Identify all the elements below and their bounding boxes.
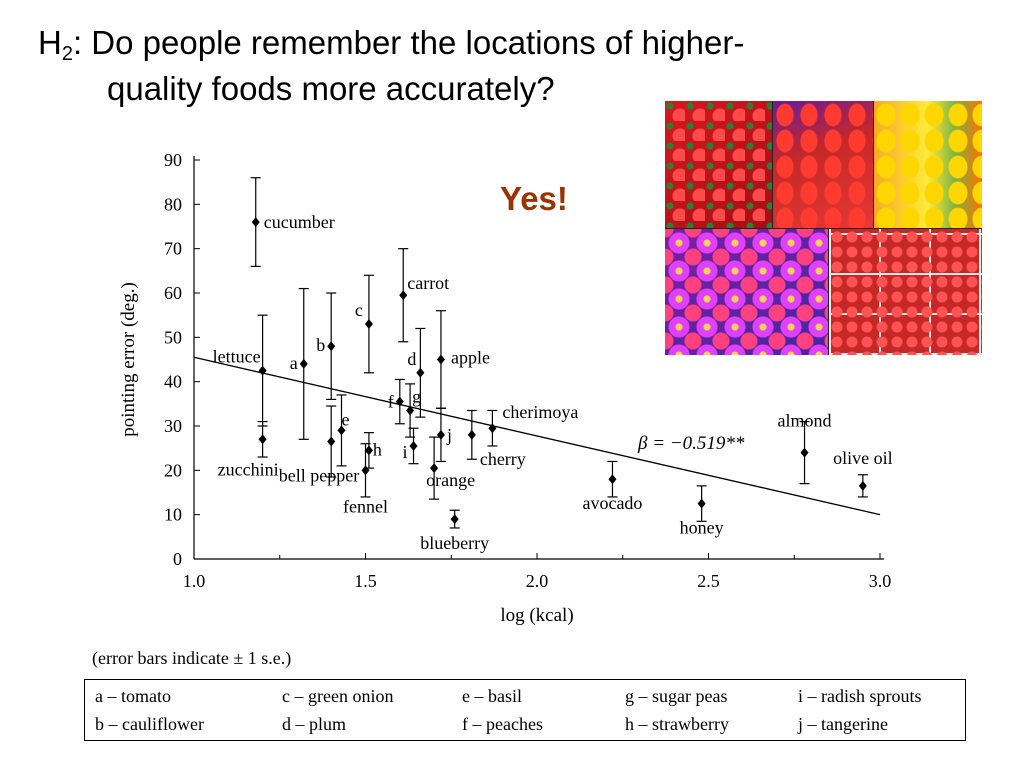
y-tick-label: 20 — [164, 460, 182, 480]
x-tick-label: 3.0 — [869, 571, 892, 591]
x-axis-label: log (kcal) — [500, 605, 573, 626]
answer-text: Yes! — [500, 180, 568, 217]
abbreviation-key: a – tomato b – cauliflower c – green oni… — [84, 679, 966, 741]
x-tick-label: 2.0 — [526, 571, 549, 591]
data-point-label: h — [373, 439, 382, 459]
data-point — [406, 405, 415, 416]
data-point — [430, 463, 439, 474]
data-point-label: zucchini — [218, 459, 279, 479]
title-line-1: : Do people remember the locations of hi… — [72, 24, 745, 61]
data-point-label: d — [407, 349, 416, 369]
data-point — [337, 425, 346, 436]
data-point — [327, 341, 336, 352]
data-point — [251, 217, 260, 228]
y-tick-label: 70 — [164, 239, 182, 259]
data-point-label: cherry — [480, 449, 526, 469]
title-subscript: 2 — [61, 43, 73, 65]
photo-strawberries — [665, 101, 772, 228]
data-point — [436, 429, 445, 440]
data-point-label: olive oil — [833, 448, 893, 468]
regression-beta-label: β = −0.519** — [637, 433, 745, 454]
data-point-label: lettuce — [213, 347, 261, 367]
y-tick-label: 60 — [164, 283, 182, 303]
data-point — [258, 365, 267, 376]
data-point-label: avocado — [582, 493, 642, 513]
photo-cherry-tomatoes — [829, 229, 982, 355]
photo-yellow-peppers — [874, 101, 982, 228]
data-marks — [193, 177, 881, 529]
y-tick-label: 40 — [164, 372, 182, 392]
key-entry-i: i – radish sprouts — [798, 686, 922, 706]
key-entry-b: b – cauliflower — [95, 714, 204, 734]
data-point — [450, 514, 459, 525]
data-point — [364, 445, 373, 456]
x-tick-label: 1.0 — [183, 571, 206, 591]
data-point — [395, 396, 404, 407]
data-point — [436, 354, 445, 365]
y-tick-label: 90 — [164, 150, 182, 170]
title-line-2: quality foods more accurately? — [107, 70, 555, 107]
slide-title: H2: Do people remember the locations of … — [38, 20, 938, 112]
y-tick-label: 10 — [164, 505, 182, 525]
data-point — [467, 429, 476, 440]
key-entry-d: d – plum — [282, 714, 347, 734]
axes: 0 10 20 30 40 50 60 70 80 90 1.0 1.5 2.0 2.5 3.0 log (k… — [118, 150, 891, 626]
data-labels: β = −0.519** cucumber lettuce zucchini ab bel… — [213, 212, 893, 553]
data-point-label: e — [341, 409, 349, 429]
scatter-chart: 0 10 20 30 40 50 60 70 80 90 1.0 1.5 2.0 2.5 3.0 log (k… — [118, 150, 893, 626]
data-point-label: bell pepper — [279, 466, 359, 486]
data-point-label: g — [412, 386, 421, 406]
y-tick-label: 50 — [164, 327, 182, 347]
data-point — [364, 319, 373, 330]
photo-red-peppers — [773, 101, 873, 228]
data-point-label: cherimoya — [502, 402, 578, 422]
y-tick-label: 80 — [164, 194, 182, 214]
data-point-label: carrot — [407, 273, 449, 293]
photo-asters — [665, 229, 828, 355]
data-point — [858, 480, 867, 491]
data-point-label: c — [355, 300, 363, 320]
data-point-label: fennel — [343, 496, 388, 516]
data-point-label: blueberry — [420, 533, 489, 553]
key-entry-c: c – green onion — [282, 686, 394, 706]
data-point — [399, 290, 408, 301]
key-entry-e: e – basil — [462, 686, 522, 706]
data-point — [299, 358, 308, 369]
data-point-label: j — [446, 425, 452, 445]
data-point-label: i — [403, 442, 408, 462]
y-axis-label: pointing error (deg.) — [118, 282, 139, 437]
data-point-label: orange — [426, 470, 475, 490]
data-point-label: f — [388, 392, 394, 412]
data-point-label: a — [290, 353, 298, 373]
key-entry-a: a – tomato — [95, 686, 171, 706]
food-photo-collage — [665, 101, 982, 355]
data-point-label: apple — [451, 348, 490, 368]
title-prefix: H — [38, 24, 62, 61]
data-point — [488, 423, 497, 434]
key-entry-h: h – strawberry — [625, 714, 729, 734]
y-tick-label: 0 — [173, 549, 182, 569]
data-point — [416, 367, 425, 378]
key-entry-f: f – peaches — [462, 714, 543, 734]
data-point — [361, 465, 370, 476]
data-point — [608, 474, 617, 485]
data-point-label: almond — [778, 411, 832, 431]
data-point — [258, 434, 267, 445]
regression-line — [193, 356, 881, 516]
x-tick-label: 2.5 — [697, 571, 720, 591]
data-point — [800, 447, 809, 458]
data-point-label: cucumber — [264, 212, 335, 232]
data-point — [697, 498, 706, 509]
data-point — [409, 440, 418, 451]
error-bar-note: (error bars indicate ± 1 s.e.) — [92, 648, 292, 668]
y-tick-label: 30 — [164, 416, 182, 436]
data-point — [327, 436, 336, 447]
key-entry-g: g – sugar peas — [625, 686, 728, 706]
x-tick-label: 1.5 — [354, 571, 377, 591]
data-point-label: b — [316, 335, 325, 355]
key-entry-j: j – tangerine — [798, 714, 888, 734]
data-point-label: honey — [680, 518, 724, 538]
